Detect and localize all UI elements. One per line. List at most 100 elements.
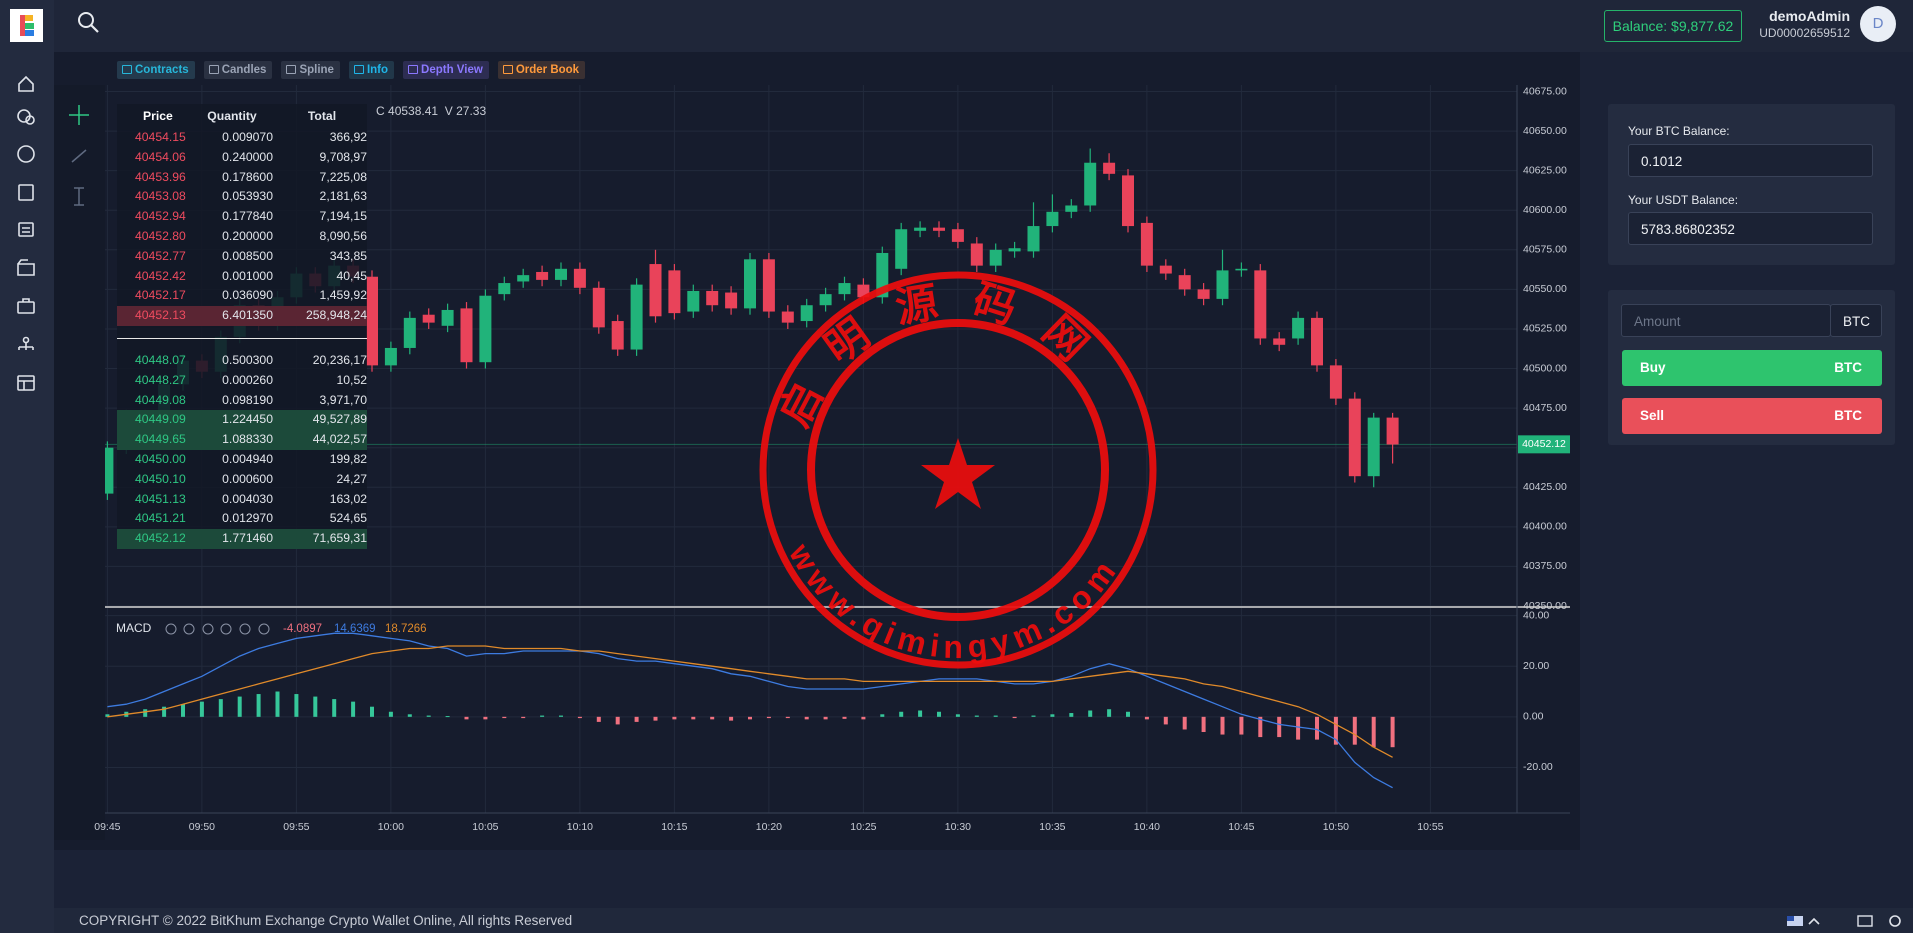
y-tick-label: 40350.00	[1523, 600, 1567, 612]
order-row: 40452.13 6.401350 258,948,24	[117, 306, 367, 326]
macd-bar	[313, 696, 318, 717]
candle-body	[1273, 338, 1286, 345]
order-cell: 40454.06	[135, 149, 186, 164]
order-cell: 40452.12	[135, 531, 186, 546]
candle-body	[970, 243, 983, 266]
candle-body	[914, 227, 927, 231]
candle-body	[1216, 270, 1229, 299]
header	[54, 0, 1913, 52]
x-tick-label: 09:50	[189, 821, 215, 833]
y-tick-label: 40575.00	[1523, 244, 1567, 256]
search-icon[interactable]	[76, 10, 102, 36]
macd-bar	[766, 716, 771, 719]
toolbar-button[interactable]: Contracts	[117, 61, 195, 79]
candle-body	[479, 295, 492, 363]
sell-button[interactable]: Sell BTC	[1622, 398, 1882, 434]
order-cell: 40450.00	[135, 451, 186, 466]
macd-bar	[1352, 716, 1357, 745]
order-cell: 9,708,97	[319, 149, 367, 164]
candle-body	[762, 259, 775, 312]
candle-body	[819, 294, 832, 306]
asks: 40454.15 0.009070 366,92 40454.06 0.240000 9,…	[117, 128, 367, 326]
order-cell: 40449.09	[135, 412, 186, 427]
order-cell: 40,45	[336, 268, 368, 283]
x-tick-label: 09:45	[94, 821, 120, 833]
candle-body	[1197, 289, 1210, 299]
candle-body	[105, 447, 114, 494]
order-cell: 40452.80	[135, 228, 186, 243]
macd-bar	[559, 715, 563, 717]
balance-button[interactable]: Balance: $9,877.62	[1604, 10, 1742, 42]
macd-bar	[370, 706, 374, 717]
macd-bar	[785, 716, 790, 719]
macd-bar	[351, 701, 356, 717]
sell-unit: BTC	[1834, 408, 1862, 423]
toolbar-button[interactable]: Candles	[203, 61, 273, 79]
macd-bar	[426, 715, 431, 717]
macd-bar	[842, 716, 847, 719]
order-row: 40449.09 1.224450 49,527,89	[117, 410, 367, 431]
macd-bar	[275, 691, 280, 717]
macd-legend-value: 14.6369	[334, 623, 376, 635]
candle-body	[573, 268, 586, 288]
macd-bar	[1031, 715, 1036, 717]
order-row: 40452.12 1.771460 71,659,31	[117, 529, 367, 549]
macd-bar	[143, 709, 148, 717]
btc-balance[interactable]: 0.1012	[1628, 144, 1873, 177]
order-row: 40453.96 0.178600 7,225,08	[117, 168, 367, 188]
candle-body	[592, 287, 605, 328]
legend-value: 27.33	[456, 104, 487, 118]
order-cell: 40448.07	[135, 352, 186, 367]
y-tick-label: 40600.00	[1523, 204, 1567, 216]
usdt-balance[interactable]: 5783.86802352	[1628, 212, 1873, 245]
legend-label: C	[376, 104, 385, 118]
candle-body	[1027, 226, 1040, 252]
x-tick-label: 10:00	[378, 821, 404, 833]
toolbar-button[interactable]: Info	[348, 61, 395, 79]
y-tick-label: 40500.00	[1523, 362, 1567, 374]
toolbar-button[interactable]: Spline	[281, 61, 340, 79]
order-cell: 0.009070	[222, 130, 273, 144]
candle-body	[555, 268, 567, 280]
macd-bar	[1163, 716, 1168, 725]
candle-body	[536, 271, 549, 280]
macd-bar	[823, 716, 828, 720]
macd-controls	[165, 623, 270, 635]
label: Your USDT Balance:	[1628, 193, 1739, 207]
order-cell: 40450.10	[135, 471, 186, 486]
candle-body	[1254, 270, 1267, 339]
sell-label: Sell	[1640, 408, 1665, 423]
last-price-tag	[1518, 435, 1570, 454]
candle-body	[989, 249, 1002, 266]
candle-body	[725, 292, 738, 309]
amount-input[interactable]: Amount	[1621, 304, 1831, 337]
macd-bar	[162, 706, 167, 717]
candle-body	[1122, 175, 1134, 227]
order-cell: 40449.08	[135, 392, 186, 407]
toolbar-button[interactable]: Order Book	[497, 61, 586, 79]
macd-bar	[710, 716, 715, 720]
avatar[interactable]: D	[1860, 6, 1896, 42]
order-cell: 0.000600	[222, 471, 273, 486]
macd-bar	[634, 716, 639, 722]
macd-bar	[804, 716, 809, 720]
macd-bar	[955, 714, 960, 717]
macd-bar	[672, 716, 677, 720]
candle-body	[781, 311, 794, 323]
order-cell: 2,181,63	[319, 189, 367, 204]
macd-bar	[1371, 716, 1376, 748]
x-tick-label: 10:40	[1134, 821, 1160, 833]
macd-bar	[445, 716, 450, 718]
y-tick-label: 40400.00	[1523, 521, 1567, 533]
macd-bar	[483, 716, 488, 720]
candle-body	[366, 276, 378, 366]
toolbar-button[interactable]: Depth View	[403, 61, 489, 79]
candle-body	[800, 305, 813, 322]
sidebar	[0, 0, 54, 933]
order-row: 40451.13 0.004030 163,02	[117, 490, 367, 510]
order-row: 40452.77 0.008500 343,85	[117, 247, 367, 267]
order-cell: 40451.13	[135, 491, 186, 506]
order-row: 40454.06 0.240000 9,708,97	[117, 148, 367, 168]
buy-button[interactable]: Buy BTC	[1622, 350, 1882, 386]
